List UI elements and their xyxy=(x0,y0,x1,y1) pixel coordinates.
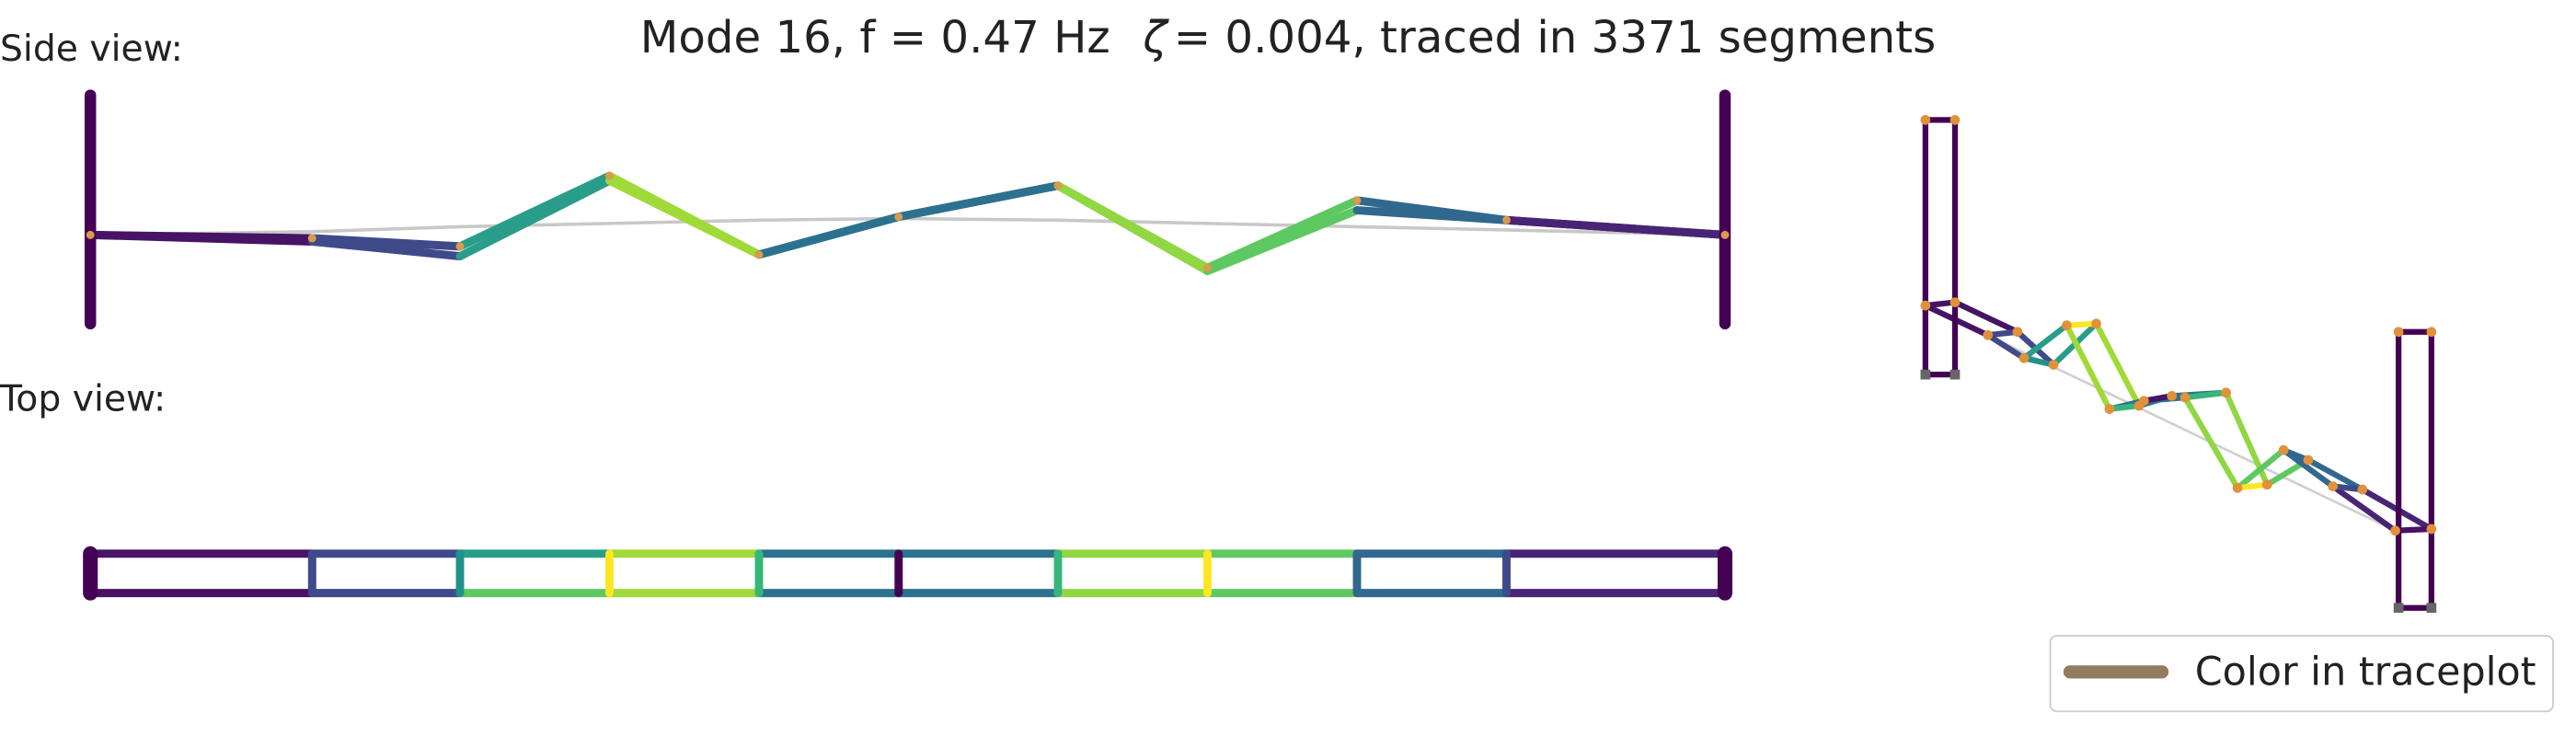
member xyxy=(2064,322,2112,412)
member xyxy=(754,213,903,259)
node xyxy=(2048,360,2059,370)
node xyxy=(894,213,903,222)
support xyxy=(1949,369,1961,380)
node xyxy=(2018,352,2030,363)
node xyxy=(1920,115,1931,125)
node xyxy=(1983,329,1994,340)
node xyxy=(2091,318,2101,329)
top-view xyxy=(83,546,1733,601)
member xyxy=(86,230,316,243)
node xyxy=(2012,327,2023,338)
legend-label: Color in traceplot xyxy=(2195,650,2536,696)
undeformed-member xyxy=(757,216,901,223)
node xyxy=(2426,523,2437,535)
node xyxy=(2133,400,2145,411)
cross-member xyxy=(2181,389,2229,401)
cross-member xyxy=(2106,402,2143,412)
node xyxy=(2104,404,2115,414)
support xyxy=(2426,603,2437,614)
member xyxy=(455,176,614,261)
member xyxy=(307,234,465,251)
undeformed-member xyxy=(310,224,462,234)
member xyxy=(1352,196,1511,224)
support xyxy=(2393,603,2404,614)
node xyxy=(2357,484,2368,495)
member xyxy=(2329,483,2398,534)
member xyxy=(307,237,465,261)
node xyxy=(2328,481,2339,491)
member xyxy=(1053,181,1212,272)
cross-member xyxy=(1984,328,2020,339)
undeformed-member xyxy=(2158,417,2209,443)
node xyxy=(2221,387,2231,398)
member xyxy=(2093,320,2143,409)
member xyxy=(894,181,1063,222)
node xyxy=(1949,115,1961,125)
cross-member xyxy=(2020,355,2057,368)
undeformed-member xyxy=(897,216,1060,223)
figure-title: Mode 16, f = 0.47 Hz ζ = 0.004, traced in … xyxy=(640,12,1936,63)
member xyxy=(1984,332,2028,362)
node xyxy=(754,250,764,259)
node xyxy=(2426,327,2437,338)
member xyxy=(455,171,614,251)
node xyxy=(2167,391,2178,401)
node xyxy=(2232,483,2243,493)
node xyxy=(1053,181,1063,190)
undeformed-member xyxy=(2064,372,2115,397)
undeformed-member xyxy=(1205,222,1359,229)
node xyxy=(2303,454,2314,466)
node xyxy=(1502,215,1511,224)
undeformed-member xyxy=(1056,218,1210,225)
support xyxy=(1920,369,1931,380)
title-symbol: ζ xyxy=(1142,12,1169,63)
cross-member xyxy=(2329,483,2365,493)
title-text: Mode 16, f = 0.47 Hz xyxy=(640,12,1110,63)
top-view-label: Top view: xyxy=(0,378,166,420)
member xyxy=(1502,215,1730,239)
title-text: = 0.004, traced in 3371 segments xyxy=(1174,12,1937,63)
node xyxy=(2179,392,2191,403)
node xyxy=(307,234,316,243)
cross-member xyxy=(1922,299,1959,309)
member xyxy=(2020,322,2070,362)
node xyxy=(1949,297,1961,307)
node xyxy=(1720,230,1730,239)
member xyxy=(2181,395,2241,491)
node xyxy=(2393,327,2404,338)
node xyxy=(2261,479,2272,490)
member xyxy=(2305,456,2365,493)
cross-member xyxy=(2064,320,2099,328)
legend-box xyxy=(2049,635,2554,713)
node xyxy=(1352,196,1362,205)
node xyxy=(2062,320,2072,330)
member xyxy=(1951,299,2020,335)
legend: Color in traceplot xyxy=(2049,635,2554,713)
undeformed-member xyxy=(458,222,612,229)
member xyxy=(1203,196,1362,272)
node xyxy=(1203,263,1212,272)
node xyxy=(2390,525,2400,536)
node xyxy=(2278,444,2289,455)
side-view-label: Side view: xyxy=(0,29,183,70)
cross-member xyxy=(2235,481,2271,491)
undeformed-member xyxy=(2300,484,2350,510)
member xyxy=(605,171,764,259)
undeformed-member xyxy=(1355,224,1509,232)
side-view xyxy=(84,89,1731,330)
member xyxy=(2235,447,2287,491)
node xyxy=(86,230,95,239)
node xyxy=(455,242,465,251)
node xyxy=(1920,300,1931,311)
iso-view xyxy=(1920,115,2437,614)
node xyxy=(605,171,614,180)
